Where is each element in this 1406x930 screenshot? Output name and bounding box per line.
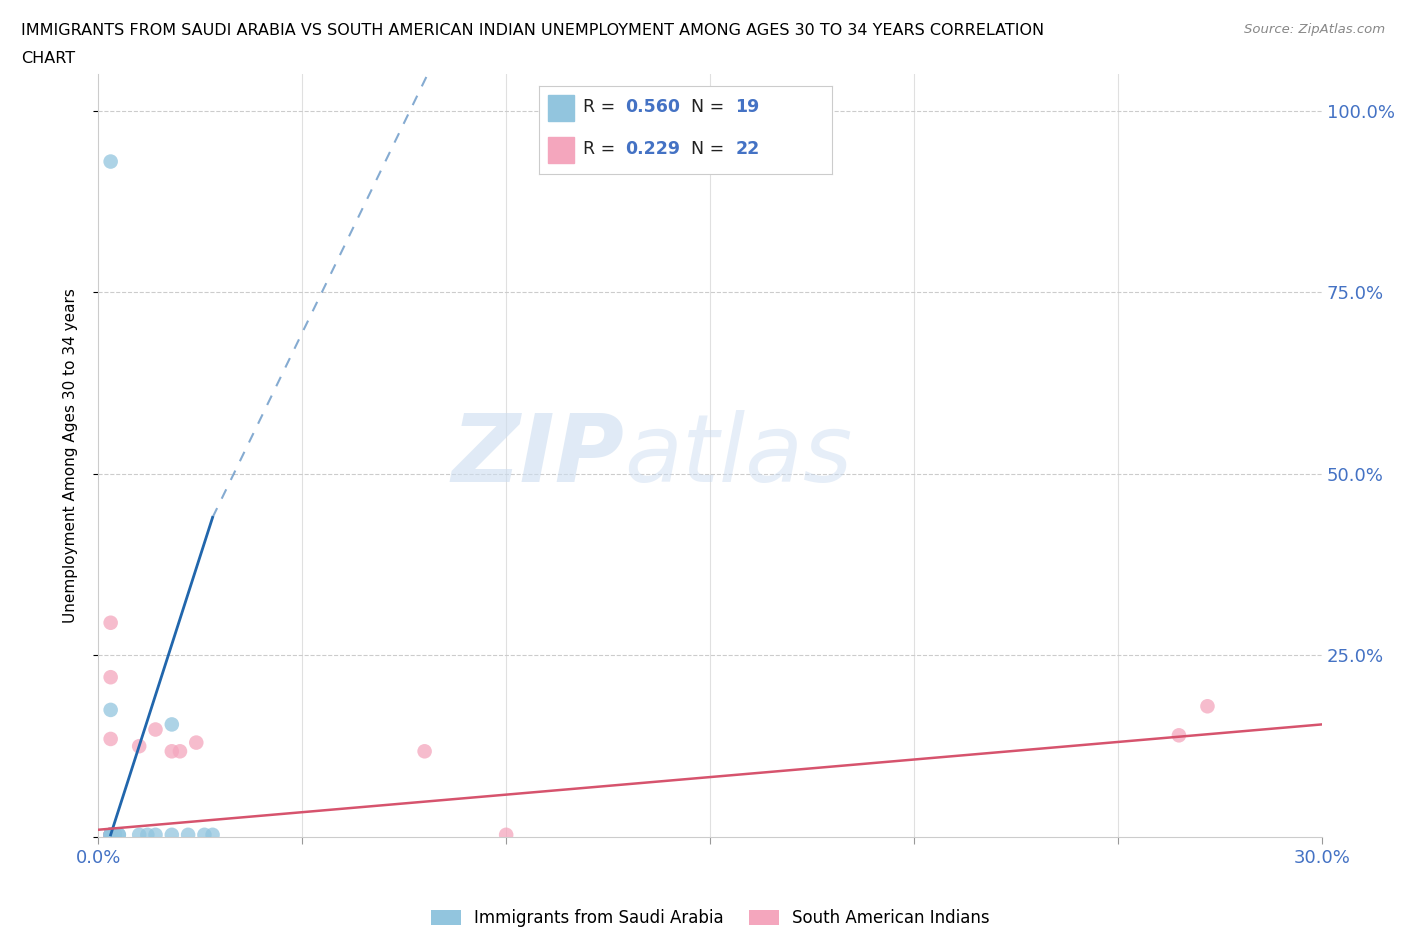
Point: [100, 828, 122, 843]
Text: 22: 22: [735, 140, 759, 158]
Point: [100, 154, 122, 169]
Point: [100, 828, 122, 843]
Legend: Immigrants from Saudi Arabia, South American Indians: Immigrants from Saudi Arabia, South Amer…: [423, 902, 997, 930]
Text: N =: N =: [692, 140, 730, 158]
Point: [100, 828, 122, 843]
Point: [495, 828, 517, 843]
Text: N =: N =: [692, 99, 730, 116]
Point: [177, 828, 200, 843]
Text: Source: ZipAtlas.com: Source: ZipAtlas.com: [1244, 23, 1385, 36]
Text: CHART: CHART: [21, 51, 75, 66]
Point: [104, 828, 127, 843]
Point: [145, 722, 167, 737]
Point: [136, 828, 159, 843]
Point: [108, 828, 131, 843]
Text: 0.560: 0.560: [626, 99, 681, 116]
Point: [100, 828, 122, 843]
Point: [1197, 698, 1219, 713]
Point: [100, 828, 122, 843]
Point: [100, 616, 122, 631]
Point: [193, 828, 215, 843]
Point: [145, 828, 167, 843]
Point: [100, 828, 122, 843]
Bar: [547, 137, 574, 163]
Point: [100, 702, 122, 717]
Text: IMMIGRANTS FROM SAUDI ARABIA VS SOUTH AMERICAN INDIAN UNEMPLOYMENT AMONG AGES 30: IMMIGRANTS FROM SAUDI ARABIA VS SOUTH AM…: [21, 23, 1045, 38]
Text: atlas: atlas: [624, 410, 852, 501]
Point: [413, 744, 436, 759]
Point: [186, 735, 208, 750]
Point: [100, 828, 122, 843]
Point: [104, 828, 127, 843]
Point: [160, 828, 183, 843]
Point: [160, 717, 183, 732]
Point: [169, 744, 191, 759]
Point: [100, 670, 122, 684]
Point: [100, 828, 122, 843]
Point: [104, 828, 127, 843]
Point: [100, 828, 122, 843]
Text: ZIP: ZIP: [451, 410, 624, 501]
Text: 19: 19: [735, 99, 759, 116]
Point: [108, 828, 131, 843]
Text: R =: R =: [583, 99, 620, 116]
Y-axis label: Unemployment Among Ages 30 to 34 years: Unemployment Among Ages 30 to 34 years: [63, 288, 77, 623]
Point: [160, 744, 183, 759]
Point: [100, 828, 122, 843]
Text: 0.229: 0.229: [626, 140, 681, 158]
Point: [100, 828, 122, 843]
Point: [1167, 728, 1189, 743]
Point: [100, 732, 122, 747]
Bar: [547, 95, 574, 121]
Point: [100, 828, 122, 843]
Point: [104, 828, 127, 843]
Point: [201, 828, 224, 843]
Point: [128, 828, 150, 843]
Text: R =: R =: [583, 140, 620, 158]
Point: [100, 828, 122, 843]
Point: [128, 738, 150, 753]
